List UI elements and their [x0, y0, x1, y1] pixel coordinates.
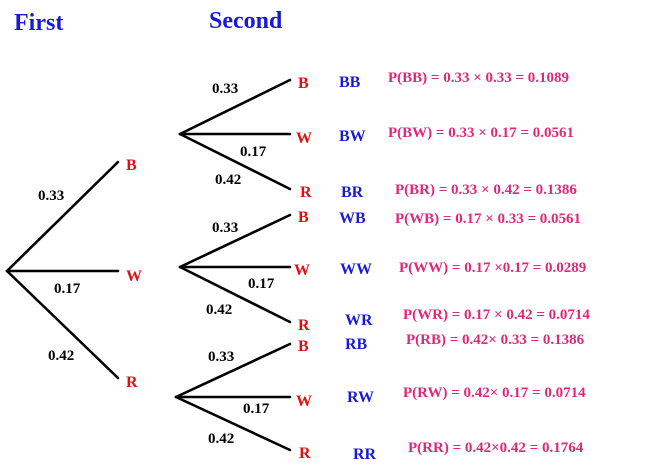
calc-wr: P(WR) = 0.17 × 0.42 = 0.0714: [403, 307, 590, 323]
outcome-ww: W: [294, 262, 310, 279]
branch-rb: [174, 342, 292, 399]
first-prob-b: 0.33: [38, 188, 64, 204]
first-level-branches: [5, 160, 120, 380]
prob-rw: 0.17: [243, 401, 270, 417]
branch-br: [178, 132, 292, 191]
calc-rr: P(RR) = 0.42×0.42 = 0.1764: [408, 440, 584, 456]
prob-ww: 0.17: [248, 276, 275, 292]
second-level-branches-w: [178, 213, 292, 324]
second-level-branches-b: [178, 78, 292, 191]
first-prob-w: 0.17: [54, 281, 81, 297]
prob-rb: 0.33: [208, 349, 234, 365]
code-bb: BB: [339, 74, 361, 91]
first-outcome-b: B: [126, 157, 137, 174]
calc-rw: P(RW) = 0.42× 0.17 = 0.0714: [403, 385, 586, 401]
code-wb: WB: [339, 210, 366, 227]
prob-wb: 0.33: [212, 220, 238, 236]
branch-bb: [178, 78, 292, 136]
outcome-bb: B: [298, 75, 309, 92]
first-outcome-r: R: [126, 374, 138, 391]
prob-bw: 0.17: [240, 144, 267, 160]
calc-wb: P(WB) = 0.17 × 0.33 = 0.0561: [395, 211, 581, 227]
header-second: Second: [209, 8, 283, 34]
outcome-rw: W: [296, 393, 312, 410]
code-rw: RW: [347, 389, 374, 406]
first-outcome-w: W: [126, 268, 142, 285]
code-rr: RR: [353, 446, 377, 463]
code-br: BR: [341, 184, 364, 201]
outcome-br: R: [300, 184, 312, 201]
second-level-branches-r: [174, 342, 292, 452]
code-ww: WW: [340, 261, 372, 278]
calc-ww: P(WW) = 0.17 ×0.17 = 0.0289: [399, 260, 586, 276]
first-prob-r: 0.42: [48, 348, 74, 364]
branch-wb: [178, 213, 292, 269]
outcome-bw: W: [296, 130, 312, 147]
outcome-rr: R: [299, 445, 311, 462]
prob-rr: 0.42: [208, 431, 234, 447]
calc-bw: P(BW) = 0.33 × 0.17 = 0.0561: [388, 125, 574, 141]
calc-rb: P(RB) = 0.42× 0.33 = 0.1386: [406, 332, 585, 348]
prob-wr: 0.42: [206, 302, 232, 318]
branch-rr: [174, 395, 292, 452]
calc-br: P(BR) = 0.33 × 0.42 = 0.1386: [395, 182, 577, 198]
calc-bb: P(BB) = 0.33 × 0.33 = 0.1089: [388, 70, 569, 86]
branch-first-r: [5, 269, 120, 380]
header-first: First: [14, 10, 63, 36]
code-bw: BW: [339, 128, 366, 145]
branch-wr: [178, 265, 292, 324]
code-wr: WR: [345, 312, 373, 329]
prob-br: 0.42: [215, 172, 241, 188]
branch-first-b: [5, 160, 120, 273]
outcome-wb: B: [298, 209, 309, 226]
outcome-rb: B: [298, 338, 309, 355]
code-rb: RB: [345, 336, 368, 353]
prob-bb: 0.33: [212, 81, 238, 97]
outcome-wr: R: [298, 317, 310, 334]
